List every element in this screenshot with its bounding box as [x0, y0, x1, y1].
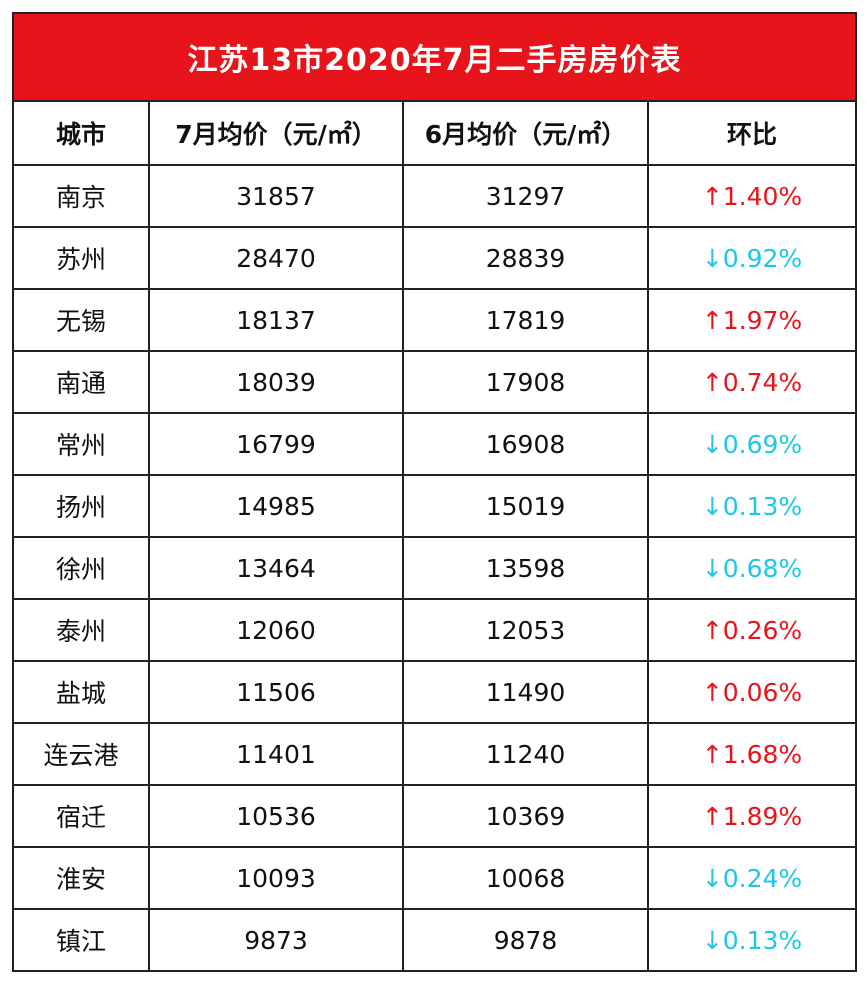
june-price-cell: 10068 — [402, 846, 649, 910]
table-row: 镇江 9873 9878 ↓0.13% — [12, 908, 857, 972]
header-change: 环比 — [647, 100, 857, 166]
june-price-cell: 16908 — [402, 412, 649, 476]
header-city: 城市 — [12, 100, 150, 166]
table-row: 无锡 18137 17819 ↑1.97% — [12, 288, 857, 352]
table-row: 南通 18039 17908 ↑0.74% — [12, 350, 857, 414]
june-price-cell: 11490 — [402, 660, 649, 724]
june-price-cell: 13598 — [402, 536, 649, 600]
table-row: 淮安 10093 10068 ↓0.24% — [12, 846, 857, 910]
june-price-cell: 17819 — [402, 288, 649, 352]
june-price-cell: 11240 — [402, 722, 649, 786]
change-cell: ↑1.89% — [647, 784, 857, 848]
change-cell: ↓0.92% — [647, 226, 857, 290]
july-price-cell: 11401 — [148, 722, 404, 786]
june-price-cell: 15019 — [402, 474, 649, 538]
july-price-cell: 10093 — [148, 846, 404, 910]
change-cell: ↑0.06% — [647, 660, 857, 724]
header-june-price: 6月均价（元/㎡） — [402, 100, 649, 166]
june-price-cell: 10369 — [402, 784, 649, 848]
table-row: 泰州 12060 12053 ↑0.26% — [12, 598, 857, 662]
city-cell: 无锡 — [12, 288, 150, 352]
price-table-container: 江苏13市2020年7月二手房房价表 城市 7月均价（元/㎡） 6月均价（元/㎡… — [12, 12, 857, 972]
july-price-cell: 11506 — [148, 660, 404, 724]
table-row: 扬州 14985 15019 ↓0.13% — [12, 474, 857, 538]
july-price-cell: 14985 — [148, 474, 404, 538]
june-price-cell: 28839 — [402, 226, 649, 290]
table-row: 宿迁 10536 10369 ↑1.89% — [12, 784, 857, 848]
table-row: 常州 16799 16908 ↓0.69% — [12, 412, 857, 476]
city-cell: 盐城 — [12, 660, 150, 724]
city-cell: 苏州 — [12, 226, 150, 290]
change-cell: ↑1.40% — [647, 164, 857, 228]
city-cell: 常州 — [12, 412, 150, 476]
june-price-cell: 9878 — [402, 908, 649, 972]
july-price-cell: 13464 — [148, 536, 404, 600]
city-cell: 扬州 — [12, 474, 150, 538]
june-price-cell: 12053 — [402, 598, 649, 662]
table-row: 盐城 11506 11490 ↑0.06% — [12, 660, 857, 724]
july-price-cell: 12060 — [148, 598, 404, 662]
change-cell: ↓0.68% — [647, 536, 857, 600]
change-cell: ↑1.97% — [647, 288, 857, 352]
change-cell: ↑0.26% — [647, 598, 857, 662]
july-price-cell: 28470 — [148, 226, 404, 290]
header-july-price: 7月均价（元/㎡） — [148, 100, 404, 166]
city-cell: 南通 — [12, 350, 150, 414]
city-cell: 镇江 — [12, 908, 150, 972]
june-price-cell: 17908 — [402, 350, 649, 414]
change-cell: ↑1.68% — [647, 722, 857, 786]
july-price-cell: 18039 — [148, 350, 404, 414]
change-cell: ↓0.13% — [647, 474, 857, 538]
july-price-cell: 10536 — [148, 784, 404, 848]
july-price-cell: 16799 — [148, 412, 404, 476]
city-cell: 淮安 — [12, 846, 150, 910]
price-table: 江苏13市2020年7月二手房房价表 城市 7月均价（元/㎡） 6月均价（元/㎡… — [12, 12, 857, 972]
city-cell: 徐州 — [12, 536, 150, 600]
city-cell: 南京 — [12, 164, 150, 228]
change-cell: ↑0.74% — [647, 350, 857, 414]
july-price-cell: 18137 — [148, 288, 404, 352]
july-price-cell: 9873 — [148, 908, 404, 972]
city-cell: 泰州 — [12, 598, 150, 662]
july-price-cell: 31857 — [148, 164, 404, 228]
change-cell: ↓0.24% — [647, 846, 857, 910]
table-row: 连云港 11401 11240 ↑1.68% — [12, 722, 857, 786]
header-row: 城市 7月均价（元/㎡） 6月均价（元/㎡） 环比 — [12, 100, 857, 166]
change-cell: ↓0.69% — [647, 412, 857, 476]
city-cell: 宿迁 — [12, 784, 150, 848]
table-row: 苏州 28470 28839 ↓0.92% — [12, 226, 857, 290]
city-cell: 连云港 — [12, 722, 150, 786]
table-title: 江苏13市2020年7月二手房房价表 — [12, 12, 857, 102]
change-cell: ↓0.13% — [647, 908, 857, 972]
table-row: 南京 31857 31297 ↑1.40% — [12, 164, 857, 228]
table-body: 南京 31857 31297 ↑1.40% 苏州 28470 28839 ↓0.92% 无锡 18… — [12, 164, 857, 972]
table-row: 徐州 13464 13598 ↓0.68% — [12, 536, 857, 600]
june-price-cell: 31297 — [402, 164, 649, 228]
